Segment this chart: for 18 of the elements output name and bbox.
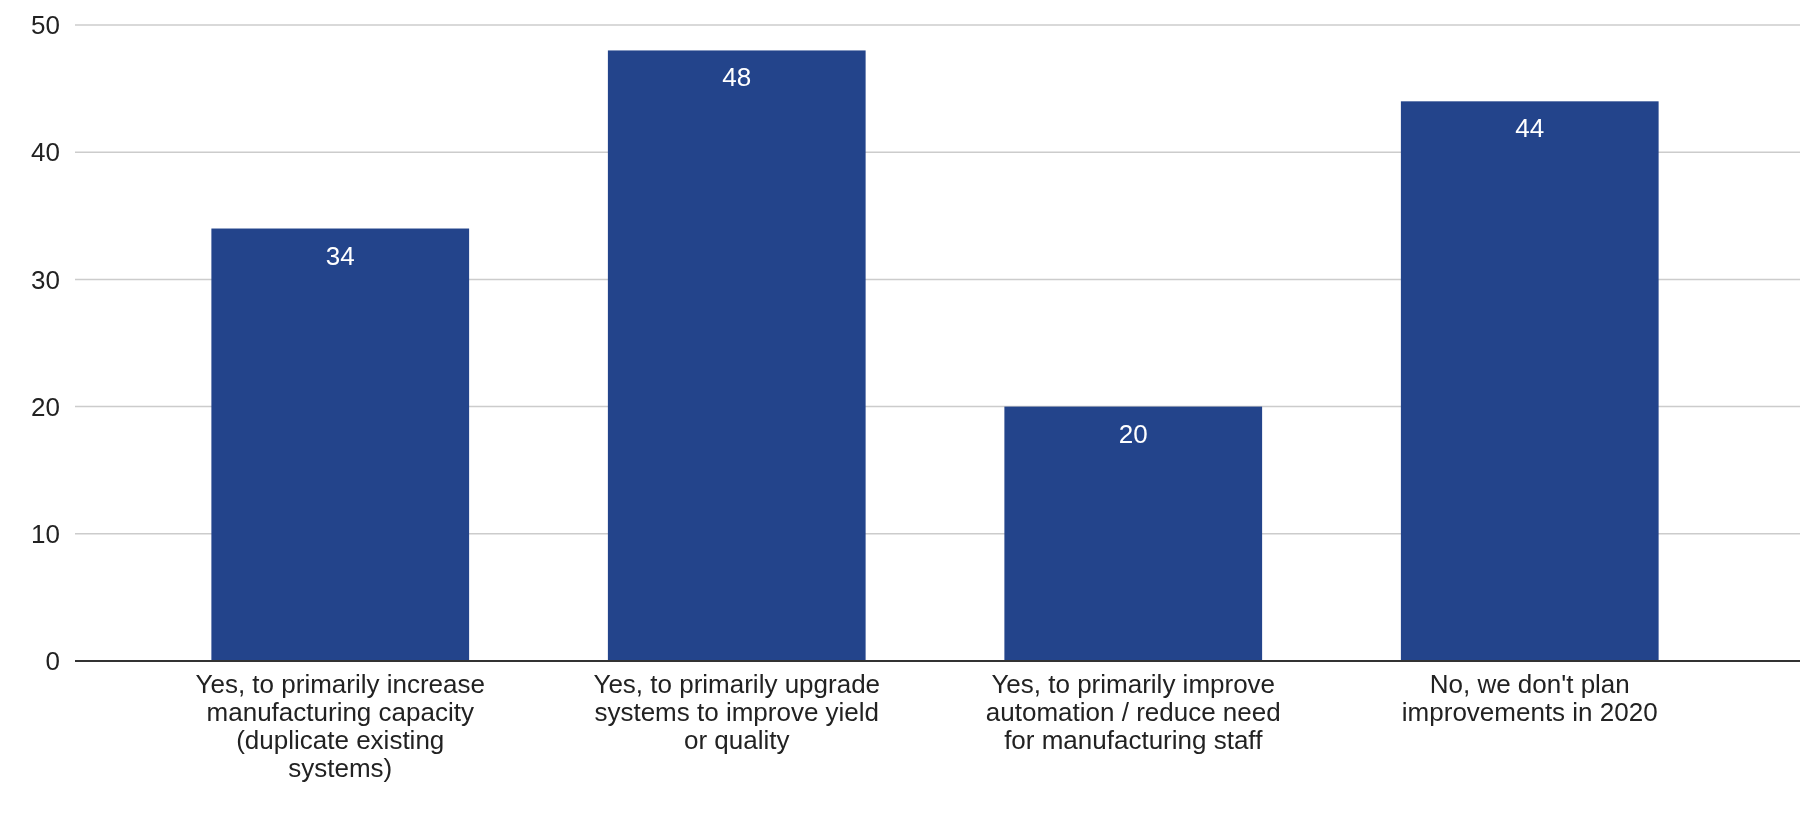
- y-tick-label: 0: [45, 646, 60, 677]
- y-tick-label: 10: [31, 518, 60, 549]
- y-tick-label: 30: [31, 264, 60, 295]
- y-tick-label: 50: [31, 10, 60, 41]
- bar: [607, 50, 866, 661]
- x-tick-label: Yes, to primarily upgrade systems to improve yield or quality: [593, 669, 881, 755]
- x-tick-label: Yes, to primarily improve automation / reduce need for manufacturing staff: [985, 669, 1281, 755]
- y-tick-label: 40: [31, 137, 60, 168]
- x-tick-label: No, we don't plan improvements in 2020: [1401, 669, 1658, 727]
- bar: [211, 228, 470, 661]
- y-tick-label: 20: [31, 391, 60, 422]
- data-label: 20: [1118, 418, 1148, 449]
- data-label: 48: [722, 62, 752, 93]
- bar: [1400, 101, 1659, 661]
- x-tick-label: Yes, to primarily increase manufacturing capacity (duplicate existing systems): [195, 669, 485, 783]
- bar: [1004, 406, 1263, 661]
- data-label: 34: [325, 240, 355, 271]
- data-label: 44: [1515, 113, 1545, 144]
